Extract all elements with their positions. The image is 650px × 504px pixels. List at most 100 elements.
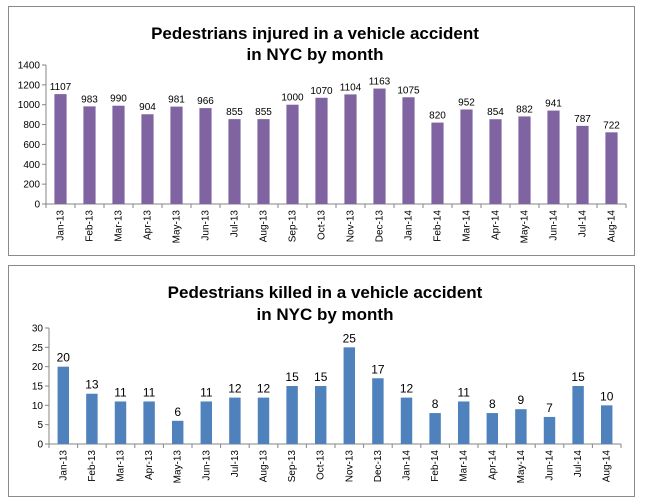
bar bbox=[344, 94, 357, 204]
data-label: 11 bbox=[143, 385, 156, 399]
x-tick-label: Jan-14 bbox=[402, 450, 413, 481]
x-tick-label: Apr-14 bbox=[487, 450, 498, 480]
y-tick-label: 10 bbox=[32, 401, 44, 412]
x-tick-label: Feb-13 bbox=[85, 210, 96, 242]
x-tick-label: Jun-13 bbox=[201, 210, 212, 241]
bar bbox=[605, 132, 618, 204]
data-label: 13 bbox=[85, 378, 99, 392]
y-tick-label: 400 bbox=[23, 160, 40, 171]
y-tick-label: 20 bbox=[32, 362, 44, 373]
data-label: 20 bbox=[57, 351, 71, 365]
data-label: 11 bbox=[200, 385, 213, 399]
x-tick-label: Jun-13 bbox=[201, 450, 212, 481]
x-tick-label: Apr-14 bbox=[491, 210, 502, 240]
bar bbox=[171, 420, 184, 444]
x-tick-label: Nov-13 bbox=[344, 450, 355, 483]
bar bbox=[315, 97, 328, 204]
y-tick-label: 25 bbox=[32, 343, 44, 354]
y-tick-label: 200 bbox=[23, 180, 40, 191]
data-label: 17 bbox=[371, 362, 385, 376]
bar bbox=[457, 401, 470, 444]
data-label: 1070 bbox=[310, 86, 333, 97]
bar bbox=[57, 366, 70, 444]
x-tick-label: Aug-13 bbox=[259, 210, 270, 243]
x-tick-label: May-14 bbox=[516, 450, 527, 484]
bar bbox=[486, 413, 499, 444]
y-tick-label: 800 bbox=[23, 120, 40, 131]
bar bbox=[572, 386, 584, 444]
bar bbox=[372, 378, 384, 444]
bar bbox=[515, 409, 527, 444]
data-label: 15 bbox=[285, 370, 299, 384]
chart-injured: Pedestrians injured in a vehicle acciden… bbox=[18, 24, 627, 244]
data-label: 855 bbox=[255, 107, 272, 118]
bar bbox=[489, 119, 502, 204]
data-label: 1104 bbox=[340, 82, 362, 93]
bar bbox=[141, 114, 154, 204]
x-tick-label: Jul-14 bbox=[573, 450, 584, 478]
bar bbox=[402, 97, 415, 204]
data-label: 15 bbox=[314, 370, 328, 384]
bar bbox=[228, 119, 241, 204]
x-tick-label: Jan-13 bbox=[56, 210, 67, 241]
bar bbox=[343, 347, 356, 444]
x-tick-label: Jan-14 bbox=[404, 210, 415, 241]
x-tick-label: Jan-13 bbox=[58, 450, 69, 481]
data-label: 941 bbox=[545, 99, 562, 110]
chart-panel-killed: Pedestrians killed in a vehicle accident… bbox=[8, 265, 635, 497]
data-label: 1000 bbox=[281, 93, 304, 104]
x-tick-label: Nov-13 bbox=[346, 210, 357, 243]
y-tick-label: 30 bbox=[32, 324, 44, 335]
x-tick-label: Apr-13 bbox=[143, 210, 154, 240]
data-label: 11 bbox=[114, 385, 127, 399]
bar bbox=[429, 413, 441, 444]
bar bbox=[83, 106, 96, 204]
bar bbox=[200, 401, 213, 444]
y-tick-label: 1000 bbox=[18, 100, 41, 111]
data-label: 12 bbox=[257, 382, 271, 396]
data-label: 952 bbox=[458, 97, 475, 108]
data-label: 820 bbox=[429, 111, 446, 122]
bar bbox=[86, 393, 98, 444]
bar bbox=[400, 397, 413, 444]
bar bbox=[199, 108, 212, 204]
data-label: 722 bbox=[603, 120, 620, 131]
x-tick-label: Mar-13 bbox=[116, 450, 127, 482]
bar bbox=[286, 104, 299, 204]
data-label: 12 bbox=[228, 382, 242, 396]
data-label: 966 bbox=[197, 96, 214, 107]
data-label: 983 bbox=[81, 94, 98, 105]
chart-title-line-1: Pedestrians killed in a vehicle accident bbox=[168, 283, 483, 302]
x-tick-label: Jun-14 bbox=[545, 450, 556, 481]
x-tick-label: Oct-13 bbox=[317, 210, 328, 240]
data-label: 981 bbox=[168, 95, 185, 106]
data-label: 990 bbox=[110, 94, 127, 105]
data-label: 855 bbox=[226, 107, 243, 118]
data-label: 1163 bbox=[369, 77, 391, 88]
x-tick-label: Sep-13 bbox=[288, 210, 299, 243]
x-tick-label: Dec-13 bbox=[373, 450, 384, 483]
data-label: 8 bbox=[489, 397, 496, 411]
data-label: 787 bbox=[574, 114, 591, 125]
bar bbox=[54, 94, 67, 204]
chart-title-line-1: Pedestrians injured in a vehicle acciden… bbox=[151, 24, 479, 43]
bar bbox=[257, 119, 270, 204]
data-label: 1075 bbox=[397, 85, 420, 96]
data-label: 882 bbox=[516, 104, 533, 115]
chart-title-line-2: in NYC by month bbox=[257, 305, 394, 324]
x-tick-label: Aug-13 bbox=[259, 450, 270, 483]
x-tick-label: Mar-14 bbox=[459, 450, 470, 482]
data-label: 7 bbox=[546, 401, 553, 415]
x-tick-label: Aug-14 bbox=[607, 210, 618, 243]
data-label: 25 bbox=[343, 331, 357, 345]
x-tick-label: Feb-14 bbox=[430, 450, 441, 482]
data-label: 10 bbox=[600, 389, 614, 403]
x-tick-label: May-14 bbox=[520, 210, 531, 244]
x-tick-label: Jul-13 bbox=[230, 210, 241, 238]
x-tick-label: Apr-13 bbox=[144, 450, 155, 480]
data-label: 8 bbox=[432, 397, 439, 411]
bar bbox=[373, 88, 386, 204]
data-label: 6 bbox=[174, 405, 181, 419]
x-tick-label: Jul-14 bbox=[578, 210, 589, 238]
x-tick-label: Feb-13 bbox=[87, 450, 98, 482]
